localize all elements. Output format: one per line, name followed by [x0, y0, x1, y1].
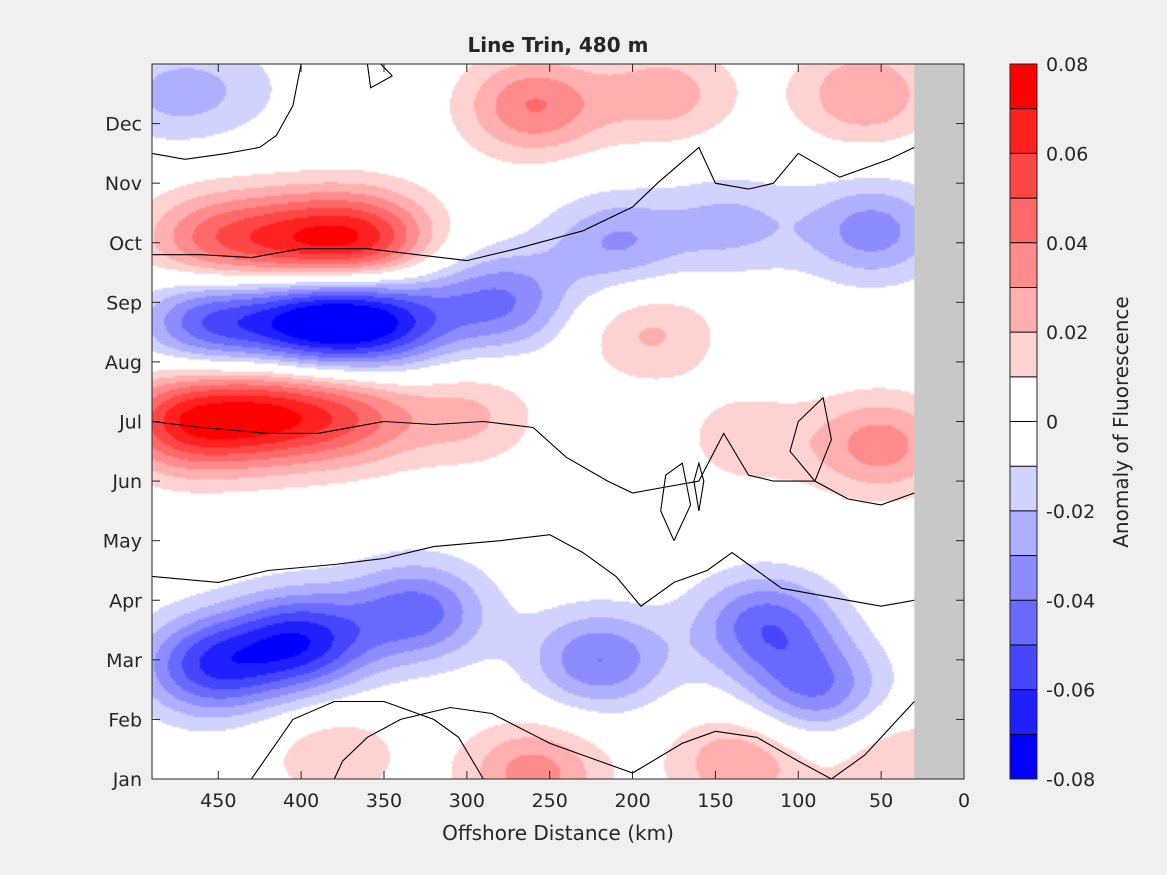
colorbar-band [1010, 332, 1037, 377]
colorbar-tick-label: 0 [1046, 412, 1058, 434]
x-tick-label: 350 [366, 790, 402, 812]
y-tick-label: Nov [105, 173, 142, 195]
colorbar-band [1010, 64, 1037, 109]
colorbar-tick-label: 0.08 [1046, 54, 1088, 76]
y-tick-label: Feb [108, 709, 142, 731]
colorbar-frame [1009, 63, 1038, 780]
colorbar-band [1010, 644, 1037, 690]
colorbar-band [1010, 108, 1037, 154]
zero-contour-line [151, 420, 915, 506]
colorbar-band [1010, 376, 1037, 422]
zero-contour-line [250, 700, 484, 780]
anomaly-heatmap [152, 64, 964, 779]
colorbar-tick-label: -0.08 [1046, 769, 1095, 791]
colorbar-tick-label: -0.02 [1046, 501, 1095, 523]
x-tick-label: 0 [958, 790, 970, 812]
x-tick-label: 250 [532, 790, 568, 812]
x-axis-ticks: 450 400 350 300 250 200 150 100 50 0 [200, 64, 970, 812]
colorbar: -0.08 -0.06 -0.04 -0.02 0 0.02 0.04 0.06 0.08 An… [1009, 54, 1133, 791]
x-tick-label: 400 [283, 790, 319, 812]
colorbar-band [1010, 734, 1037, 779]
y-tick-label: Apr [109, 590, 142, 612]
zero-contour-line [660, 462, 692, 541]
colorbar-band [1010, 510, 1037, 556]
y-tick-label: Sep [106, 292, 142, 314]
colorbar-tick-label: 0.04 [1046, 233, 1088, 255]
x-axis-label: Offshore Distance (km) [442, 821, 674, 845]
y-tick-label: Dec [105, 114, 142, 136]
x-tick-label: 100 [780, 790, 816, 812]
y-tick-label: Aug [105, 352, 142, 374]
x-tick-label: 300 [449, 790, 485, 812]
plot-area: 450 400 350 300 250 200 150 100 50 0 Jan Feb Mar Apr… [103, 63, 970, 812]
colorbar-band [1010, 421, 1037, 467]
colorbar-tick-label: 0.02 [1046, 322, 1088, 344]
colorbar-band [1010, 555, 1037, 601]
colorbar-band [1010, 242, 1037, 288]
x-tick-label: 150 [697, 790, 733, 812]
y-tick-label: Mar [106, 650, 142, 672]
colorbar-tick-label: -0.06 [1046, 680, 1095, 702]
colorbar-tick-label: -0.04 [1046, 590, 1095, 612]
chart-title: Line Trin, 480 m [468, 33, 649, 57]
zero-contour-line [152, 146, 915, 262]
colorbar-band [1010, 466, 1037, 511]
no-data-region [914, 64, 964, 779]
zero-contour-line [333, 701, 915, 780]
y-axis-ticks: Jan Feb Mar Apr May Jun Jul Aug Sep Oct Nov Dec [103, 114, 964, 791]
colorbar-band [1010, 287, 1037, 333]
colorbar-band [1010, 198, 1037, 243]
y-tick-label: Jun [111, 471, 142, 493]
colorbar-label: Anomaly of Fluorescence [1109, 296, 1133, 547]
zero-contours [151, 63, 915, 780]
y-tick-label: Oct [109, 233, 142, 255]
zero-contour-line [789, 396, 832, 482]
colorbar-band [1010, 153, 1037, 199]
x-tick-label: 200 [614, 790, 650, 812]
y-tick-label: May [103, 531, 142, 553]
colorbar-tick-label: 0.06 [1046, 143, 1088, 165]
colorbar-band [1010, 600, 1037, 645]
x-tick-label: 450 [200, 790, 236, 812]
zero-contour-line [151, 63, 302, 160]
colorbar-band [1010, 689, 1037, 735]
x-tick-label: 50 [869, 790, 893, 812]
axes-box [151, 63, 965, 780]
zero-contour-line [151, 534, 915, 607]
colorbar-ticks: -0.08 -0.06 -0.04 -0.02 0 0.02 0.04 0.06 0.08 [1032, 54, 1095, 791]
zero-contour-line [693, 461, 705, 511]
y-tick-label: Jan [112, 769, 142, 791]
y-tick-label: Jul [118, 412, 142, 434]
colorbar-bands [1010, 64, 1037, 779]
